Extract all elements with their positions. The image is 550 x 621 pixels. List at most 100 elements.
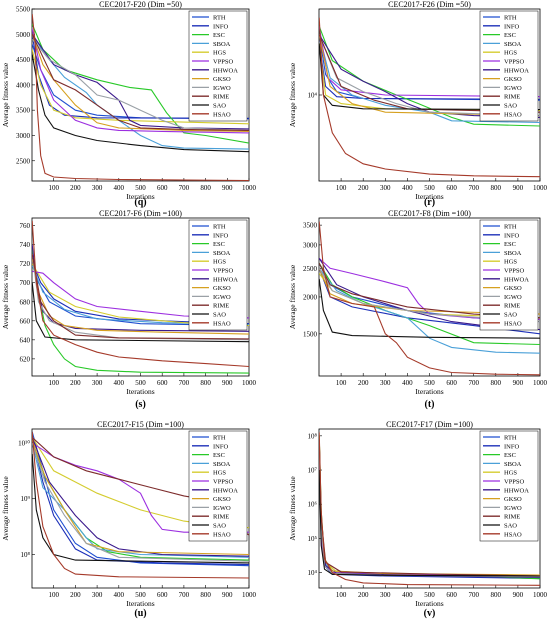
x-tick-label: 600 bbox=[446, 379, 457, 387]
x-tick-label: 800 bbox=[200, 379, 211, 387]
series-line-hsao bbox=[32, 220, 249, 368]
series-line-gkso bbox=[32, 440, 249, 556]
y-axis-label: Average fitness value bbox=[288, 264, 297, 329]
series-line-rime bbox=[319, 34, 540, 113]
x-tick-label: 600 bbox=[157, 379, 168, 387]
legend-entry: VPPSO bbox=[213, 59, 234, 66]
legend-entry: SBOA bbox=[213, 250, 231, 257]
chart-panel-r: CEC2017-F26 (Dim =50) 100 200 300 400 500 600 7… bbox=[288, 0, 548, 208]
x-tick-label: 1000 bbox=[242, 379, 257, 387]
x-tick-label: 900 bbox=[513, 591, 524, 599]
legend-entry: ESC bbox=[504, 452, 516, 459]
legend-entry: IGWO bbox=[213, 505, 231, 512]
series-line-info bbox=[319, 43, 540, 100]
legend-entry: VPPSO bbox=[504, 479, 525, 486]
legend-entry: IGWO bbox=[213, 85, 231, 92]
x-tick-label: 100 bbox=[336, 379, 347, 387]
y-tick-label: 10⁷ bbox=[308, 467, 318, 475]
y-tick-label: 740 bbox=[20, 241, 31, 249]
x-tick-label: 200 bbox=[70, 184, 81, 192]
legend-entry: GKSO bbox=[504, 76, 522, 83]
x-tick-label: 300 bbox=[92, 591, 103, 599]
y-axis-label: Average fitness value bbox=[1, 264, 10, 329]
legend-entry: VPPSO bbox=[213, 268, 234, 275]
x-tick-label: 500 bbox=[135, 184, 146, 192]
legend-entry: HGS bbox=[213, 259, 226, 266]
legend-box bbox=[188, 219, 248, 331]
series-line-hhwoa bbox=[32, 437, 249, 557]
legend-box bbox=[188, 10, 248, 122]
x-tick-label: 500 bbox=[135, 379, 146, 387]
x-tick-label: 200 bbox=[70, 379, 81, 387]
x-tick-label: 600 bbox=[157, 184, 168, 192]
legend-entry: SBOA bbox=[504, 461, 522, 468]
legend-entry: HHWOA bbox=[213, 276, 238, 283]
x-tick-label: 900 bbox=[222, 379, 233, 387]
legend-entry: RIME bbox=[504, 94, 520, 101]
legend-entry: HHWOA bbox=[213, 487, 238, 494]
x-tick-label: 100 bbox=[48, 379, 59, 387]
legend-entry: ESC bbox=[213, 452, 225, 459]
y-tick-label: 2500 bbox=[16, 157, 31, 165]
series-line-igwo bbox=[319, 268, 540, 323]
legend-entry: IGWO bbox=[504, 294, 522, 301]
legend-entry: INFO bbox=[504, 232, 519, 239]
y-axis-label: Average fitness value bbox=[1, 62, 10, 127]
chart-title: CEC2017-F15 (Dim =100) bbox=[97, 420, 184, 429]
series-line-gkso bbox=[319, 34, 540, 117]
x-tick-label: 500 bbox=[424, 379, 435, 387]
series-line-info bbox=[32, 437, 249, 566]
legend-entry: IGWO bbox=[213, 294, 231, 301]
series-line-hhwoa bbox=[319, 34, 540, 118]
chart-title: CEC2017-F17 (Dim =100) bbox=[386, 420, 473, 429]
x-tick-label: 700 bbox=[179, 379, 190, 387]
x-tick-label: 500 bbox=[135, 591, 146, 599]
y-tick-label: 5000 bbox=[16, 31, 31, 39]
x-tick-label: 800 bbox=[491, 591, 502, 599]
y-tick-label: 3000 bbox=[303, 241, 318, 249]
legend-entry: RTH bbox=[504, 15, 517, 22]
series-line-rime bbox=[32, 254, 249, 340]
x-tick-label: 900 bbox=[222, 184, 233, 192]
legend-entry: HSAO bbox=[213, 320, 231, 327]
x-tick-label: 400 bbox=[402, 184, 413, 192]
legend-entry: HHWOA bbox=[213, 67, 238, 74]
y-tick-label: 10⁵ bbox=[308, 535, 318, 543]
legend-entry: HGS bbox=[504, 50, 517, 57]
legend-entry: SAO bbox=[504, 312, 517, 319]
panel-label: (r) bbox=[424, 197, 435, 208]
x-tick-label: 900 bbox=[513, 184, 524, 192]
legend-entry: RIME bbox=[504, 514, 520, 521]
legend-entry: RIME bbox=[213, 514, 229, 521]
legend-entry: INFO bbox=[213, 443, 228, 450]
chart-panel-q: CEC2017-F20 (Dim =50) 100 200 300 400 500 600 7… bbox=[1, 0, 257, 208]
x-tick-label: 100 bbox=[336, 184, 347, 192]
legend-entry: HGS bbox=[213, 470, 226, 477]
panel-label: (s) bbox=[135, 399, 146, 410]
y-tick-label: 680 bbox=[20, 298, 31, 306]
legend-entry: HHWOA bbox=[504, 276, 529, 283]
chart-panel-s: CEC2017-F6 (Dim =100) 100 200 300 400 500 600 7… bbox=[1, 209, 257, 410]
series-line-hsao bbox=[32, 14, 249, 181]
series-line-hsao bbox=[32, 431, 249, 579]
x-tick-label: 400 bbox=[402, 379, 413, 387]
x-tick-label: 300 bbox=[92, 379, 103, 387]
legend-box bbox=[479, 10, 539, 122]
series-line-sboa bbox=[32, 442, 249, 558]
legend-entry: GKSO bbox=[504, 285, 522, 292]
legend-entry: RTH bbox=[504, 224, 517, 231]
chart-panel-v: CEC2017-F17 (Dim =100) 100 200 300 400 500 600… bbox=[288, 420, 548, 619]
x-axis-label: Iterations bbox=[126, 599, 154, 608]
series-line-info bbox=[32, 261, 249, 325]
legend-entry: GKSO bbox=[213, 496, 231, 503]
legend-entry: INFO bbox=[213, 232, 228, 239]
y-tick-label: 10¹⁰ bbox=[18, 439, 30, 447]
x-tick-label: 900 bbox=[222, 591, 233, 599]
legend-entry: SAO bbox=[213, 312, 226, 319]
x-tick-label: 200 bbox=[70, 591, 81, 599]
series-line-hgs bbox=[32, 49, 249, 125]
panel-label: (v) bbox=[424, 608, 436, 619]
series-line-hsao bbox=[319, 17, 540, 178]
